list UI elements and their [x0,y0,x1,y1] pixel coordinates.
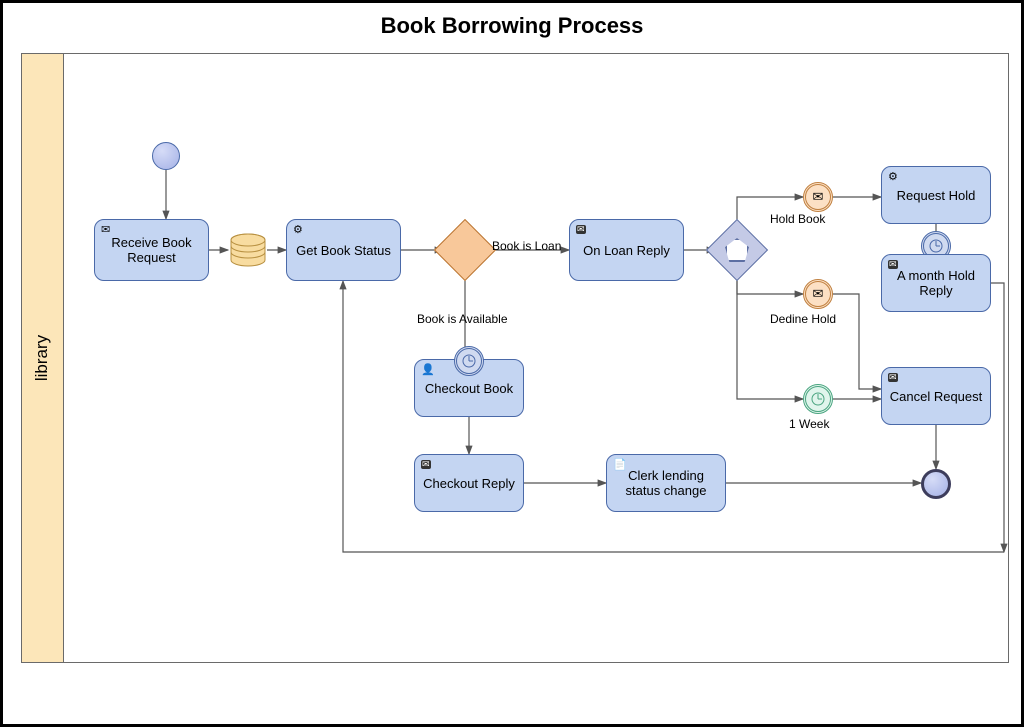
edge-label: Hold Book [770,212,825,226]
datastore [229,232,267,268]
timer-event-timer-week [803,384,833,414]
task-checkoutreply: ✉ Checkout Reply [414,454,524,512]
edge-label: Book is Available [417,312,508,326]
task-label: On Loan Reply [583,243,670,258]
edge-label: Book is Loan [492,239,561,253]
edges-layer [64,54,1010,664]
task-label: Clerk lending status change [611,468,721,498]
envelope-icon: ✉ [101,225,110,236]
lane-label: library [22,54,64,662]
envelope-icon: ✉ [888,373,898,382]
task-receive: ✉Receive Book Request [94,219,209,281]
task-getstatus: ⚙ Get Book Status [286,219,401,281]
message-event-msg-decline: ✉ [803,279,833,309]
envelope-icon: ✉ [888,260,898,269]
task-label: Cancel Request [890,389,983,404]
edge-label: 1 Week [789,417,829,431]
lane-label-text: library [33,335,53,381]
task-holdreply: ✉A month Hold Reply [881,254,991,312]
task-label: Checkout Book [425,381,513,396]
user-icon: 👤 [421,365,435,376]
timer-event-pentagon-checkout [454,346,484,376]
message-event-msg-hold: ✉ [803,182,833,212]
task-cancel: ✉ Cancel Request [881,367,991,425]
edge-gw2-msg-decline [737,272,803,294]
task-requesthold: ⚙ Request Hold [881,166,991,224]
gear-icon: ⚙ [888,172,898,183]
task-label: Checkout Reply [423,476,515,491]
edge-msg-decline-cancel [833,294,881,389]
task-label: Get Book Status [296,243,391,258]
edge-gw2-timer-week [737,272,803,399]
envelope-icon: ✉ [576,225,586,234]
task-label: Receive Book Request [99,235,204,265]
edge-holdreply-right-down [991,283,1004,552]
diagram-title: Book Borrowing Process [3,13,1021,39]
end-event [921,469,951,499]
gateway-gw1 [434,219,496,281]
script-icon: 📄 [613,460,627,471]
start-event [152,142,180,170]
pool: library ✉Receive Book Request⚙Get Book S… [21,53,1009,663]
diagram-frame: Book Borrowing Process library ✉Receive … [0,0,1024,727]
task-clerk: 📄Clerk lending status change [606,454,726,512]
diagram-canvas: ✉Receive Book Request⚙Get Book Status✉On… [64,54,1008,662]
task-label: Request Hold [897,188,976,203]
gateway-gw2 [706,219,768,281]
task-label: A month Hold Reply [886,268,986,298]
gear-icon: ⚙ [293,225,303,236]
envelope-icon: ✉ [421,460,431,469]
task-onloan: ✉ On Loan Reply [569,219,684,281]
edge-label: Dedine Hold [770,312,836,326]
